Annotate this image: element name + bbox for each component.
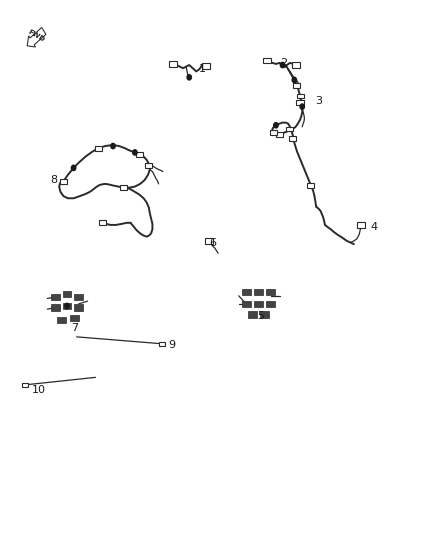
- Bar: [63, 303, 71, 309]
- Bar: [289, 136, 296, 141]
- Circle shape: [71, 165, 76, 171]
- Bar: [242, 301, 251, 307]
- Bar: [22, 383, 28, 387]
- FancyArrow shape: [27, 28, 46, 47]
- Bar: [99, 221, 106, 225]
- Bar: [266, 289, 275, 295]
- Circle shape: [65, 303, 69, 309]
- Text: 8: 8: [50, 175, 57, 185]
- Bar: [63, 291, 71, 297]
- Circle shape: [111, 143, 115, 149]
- Text: 5: 5: [257, 311, 264, 320]
- Bar: [202, 63, 210, 69]
- Text: 7: 7: [71, 323, 78, 333]
- Bar: [357, 222, 365, 228]
- Circle shape: [280, 62, 285, 68]
- Text: 3: 3: [315, 96, 322, 106]
- Bar: [293, 83, 300, 87]
- Bar: [95, 146, 102, 150]
- Circle shape: [274, 123, 278, 128]
- Bar: [254, 289, 263, 295]
- Circle shape: [300, 104, 304, 109]
- Bar: [51, 294, 60, 300]
- Text: FWD: FWD: [27, 29, 45, 43]
- Bar: [169, 61, 177, 67]
- Bar: [307, 183, 314, 188]
- Bar: [260, 311, 269, 318]
- Bar: [263, 58, 271, 63]
- Bar: [276, 132, 283, 136]
- Bar: [286, 126, 293, 131]
- Bar: [136, 152, 143, 157]
- Text: 1: 1: [199, 64, 206, 74]
- Bar: [297, 94, 304, 98]
- Text: 10: 10: [32, 385, 46, 395]
- Bar: [242, 289, 251, 295]
- Bar: [270, 130, 277, 134]
- Bar: [120, 185, 127, 190]
- Circle shape: [187, 75, 191, 80]
- Bar: [266, 301, 275, 307]
- Circle shape: [292, 77, 297, 83]
- Bar: [292, 62, 300, 68]
- Bar: [248, 311, 257, 318]
- Bar: [296, 100, 304, 105]
- Bar: [60, 179, 67, 183]
- Text: 2: 2: [280, 58, 287, 68]
- Text: 4: 4: [370, 222, 377, 231]
- Text: 6: 6: [209, 238, 216, 247]
- Bar: [254, 301, 263, 307]
- Bar: [145, 163, 152, 167]
- Bar: [205, 238, 213, 244]
- Bar: [159, 342, 165, 346]
- Bar: [74, 294, 83, 300]
- Bar: [70, 315, 79, 321]
- Circle shape: [133, 150, 137, 155]
- Bar: [57, 317, 66, 323]
- Bar: [51, 304, 60, 311]
- Bar: [74, 304, 83, 311]
- Text: 9: 9: [169, 341, 176, 350]
